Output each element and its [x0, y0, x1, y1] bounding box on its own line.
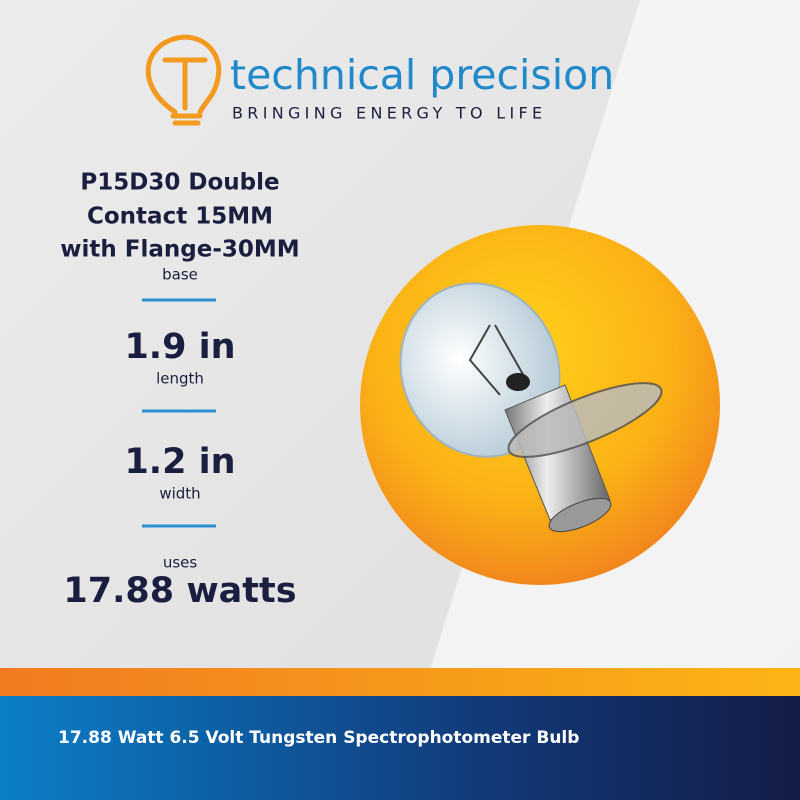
- footer-title: 17.88 Watt 6.5 Volt Tungsten Spectrophot…: [58, 728, 579, 748]
- spec-base-line: with Flange-30MM: [60, 237, 299, 263]
- bulb-image: [399, 282, 663, 533]
- accent-stripe: [0, 668, 800, 696]
- spec-label: base: [162, 266, 198, 284]
- spec-label: length: [156, 370, 204, 388]
- spec-base-line: Contact 15MM: [87, 204, 273, 230]
- spec-value: 1.2 in: [124, 442, 235, 482]
- brand-name: technical precision: [230, 51, 614, 99]
- brand-tagline: BRINGING ENERGY TO LIFE: [232, 104, 546, 123]
- spec-label: uses: [163, 554, 198, 572]
- spec-label: width: [159, 485, 200, 503]
- spec-base-line: P15D30 Double: [80, 170, 279, 196]
- footer-band: [0, 696, 800, 800]
- spec-value: 17.88 watts: [63, 571, 296, 611]
- logo-icon: [145, 34, 222, 126]
- spec-value: 1.9 in: [124, 327, 235, 367]
